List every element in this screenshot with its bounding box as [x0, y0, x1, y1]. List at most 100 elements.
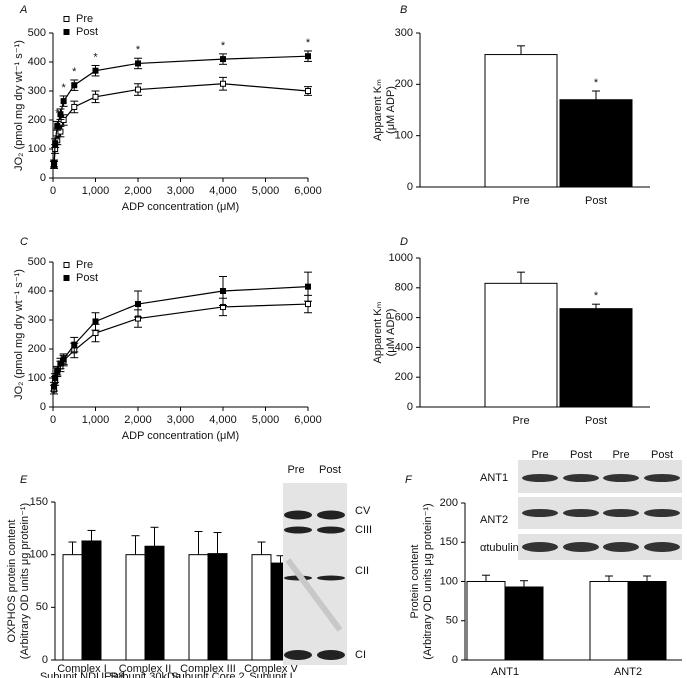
blot-band [563, 474, 599, 482]
y-axis-label: Protein content [409, 545, 421, 619]
y-tick-label: 100 [28, 372, 46, 384]
x-tick-label: Complex II [119, 663, 172, 675]
bar [484, 282, 558, 408]
bar [504, 586, 544, 661]
data-point [60, 98, 67, 105]
x-tick-label: 4,000 [209, 414, 237, 426]
bar [559, 99, 633, 188]
blot-image [283, 483, 347, 665]
blot-band [317, 650, 345, 660]
y-tick-label: 100 [395, 130, 413, 142]
blot-band [522, 509, 558, 517]
y-tick-label: 50 [36, 601, 48, 613]
y-tick-label: 0 [407, 401, 413, 413]
x-tick-sublabel: Subunit Core 2 [171, 671, 244, 678]
x-tick-label: 0 [50, 414, 56, 426]
bar [144, 545, 165, 661]
y-tick-label: 800 [395, 282, 413, 294]
x-axis-label: ADP concentration (μM) [122, 201, 239, 213]
data-point [71, 341, 78, 348]
bar [81, 540, 102, 661]
y-tick-label: 200 [440, 497, 458, 509]
x-tick-label: 6,000 [294, 414, 322, 426]
data-point [135, 60, 141, 67]
legend-marker [63, 29, 70, 35]
data-point [220, 80, 226, 87]
blot-band [284, 510, 312, 520]
x-tick-label: 6,000 [294, 185, 322, 197]
significance: * [594, 77, 599, 89]
panel-label: D [400, 236, 408, 248]
data-point [92, 330, 99, 337]
blot-band [317, 526, 345, 534]
blot-band [644, 542, 680, 552]
blot-band [603, 474, 639, 482]
fit-line [53, 55, 309, 164]
y-tick-label: 150 [30, 496, 48, 508]
data-point [51, 383, 58, 390]
panel-label: E [20, 474, 28, 486]
bar [251, 554, 272, 661]
x-tick-label: 3,000 [167, 414, 195, 426]
blot-band [563, 542, 599, 552]
y-tick-label: 50 [446, 615, 458, 627]
y-tick-label: 400 [28, 285, 46, 297]
data-point [92, 67, 99, 74]
legend-label: Pre [76, 259, 93, 271]
blot-row-label: ANT1 [480, 472, 508, 484]
y-tick-label: 200 [28, 114, 46, 126]
blot-row-label: CIII [355, 524, 372, 536]
data-point [305, 301, 311, 308]
blot-band [317, 510, 345, 520]
y-tick-label: 300 [28, 314, 46, 326]
bar [125, 554, 146, 661]
legend-label: Pre [76, 13, 93, 25]
data-point [92, 318, 99, 325]
blot-column-label: Pre [612, 449, 629, 461]
y-tick-label: 100 [28, 143, 46, 155]
blot-column-label: Post [651, 449, 673, 461]
blot-column-label: Post [319, 464, 341, 476]
y-tick-label: 1000 [389, 252, 413, 264]
data-point [220, 56, 226, 63]
x-axis-label: ADP concentration (μM) [122, 430, 239, 442]
bar [589, 581, 629, 661]
data-point [51, 160, 58, 167]
bar [484, 54, 558, 188]
x-tick-label: Post [585, 195, 607, 207]
blot-column-label: Pre [287, 464, 304, 476]
x-tick-label: 5,000 [252, 414, 280, 426]
x-tick-sublabel: Subunit 30kDa [109, 671, 182, 678]
panel-label: A [19, 4, 27, 16]
y-axis-label: JO₂ (pmol mg dry wt⁻¹ s⁻¹) [13, 269, 25, 400]
blot-row-label: ANT2 [480, 514, 508, 526]
y-tick-label: 300 [395, 27, 413, 39]
data-point [71, 82, 78, 89]
bar [62, 554, 83, 661]
y-axis-label: JO₂ (pmol mg dry wt⁻¹ s⁻¹) [13, 40, 25, 171]
blot-band [603, 509, 639, 517]
x-tick-label: 2,000 [124, 414, 152, 426]
y-tick-label: 400 [395, 341, 413, 353]
blot-row-label: CI [355, 649, 366, 661]
legend-label: Post [76, 26, 98, 38]
y-tick-label: 500 [28, 256, 46, 268]
y-tick-label: 100 [30, 549, 48, 561]
data-point [135, 86, 141, 93]
data-point [135, 301, 141, 308]
x-tick-label: 4,000 [209, 185, 237, 197]
blot-band [563, 509, 599, 517]
blot-band [317, 575, 345, 581]
x-tick-label: 2,000 [124, 185, 152, 197]
significance: * [53, 125, 58, 137]
blot-band [644, 474, 680, 482]
y-tick-label: 0 [40, 401, 46, 413]
significance: * [594, 290, 599, 302]
y-tick-label: 200 [395, 371, 413, 383]
y-tick-label: 0 [407, 181, 413, 193]
blot-column-label: Pre [531, 449, 548, 461]
data-point [92, 93, 99, 100]
significance: * [136, 44, 141, 56]
bar [188, 554, 209, 661]
data-point [71, 103, 78, 110]
